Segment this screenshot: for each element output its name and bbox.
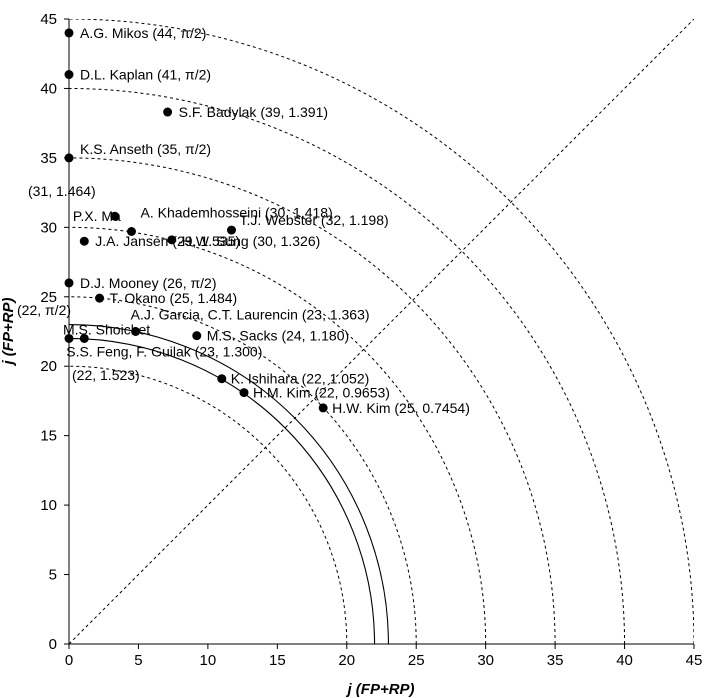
x-tick-label: 15 bbox=[269, 652, 286, 669]
data-point bbox=[163, 107, 173, 117]
data-point bbox=[64, 278, 74, 288]
data-point bbox=[110, 211, 120, 221]
data-point bbox=[95, 293, 105, 303]
y-tick-label: 15 bbox=[40, 428, 57, 445]
x-tick-label: 5 bbox=[134, 652, 142, 669]
x-tick-label: 35 bbox=[547, 652, 564, 669]
y-tick-label: 20 bbox=[40, 358, 57, 375]
y-tick-label: 25 bbox=[40, 289, 57, 306]
y-tick-label: 45 bbox=[40, 11, 57, 28]
x-tick-label: 30 bbox=[477, 652, 494, 669]
dashed-circle-35 bbox=[69, 157, 556, 644]
axis-ticks: 0 5 10 15 20 25 30 35 40 45 0 5 10 15 20 25 30 35 40 45 bbox=[40, 11, 702, 669]
dashed-circle-25 bbox=[69, 296, 417, 644]
solid-circle-22 bbox=[69, 337, 376, 644]
point-label: T.J. Webster (32, 1.198) bbox=[240, 212, 389, 228]
point-label: D.L. Kaplan (41, π/2) bbox=[80, 67, 211, 83]
data-point bbox=[127, 227, 136, 236]
data-point bbox=[64, 153, 74, 163]
data-point bbox=[131, 327, 141, 336]
x-tick-label: 40 bbox=[616, 652, 633, 669]
y-tick-label: 30 bbox=[40, 219, 57, 236]
x-axis-title: j (FP+RP) bbox=[345, 681, 414, 698]
point-label: S.S. Feng, F. Guilak (23, 1.300) bbox=[66, 343, 262, 359]
point-label: A.G. Mikos (44, π/2) bbox=[80, 25, 206, 41]
data-point bbox=[167, 235, 177, 245]
data-point bbox=[239, 388, 249, 398]
y-tick-label: 0 bbox=[49, 636, 57, 653]
extra-label: (22, 1.523) bbox=[72, 367, 140, 383]
x-tick-label: 0 bbox=[65, 652, 73, 669]
y-tick-label: 10 bbox=[40, 497, 57, 514]
data-point bbox=[227, 225, 236, 235]
plot-frame bbox=[68, 19, 694, 645]
data-point bbox=[217, 374, 227, 384]
y-tick-label: 5 bbox=[49, 567, 57, 584]
y-tick-label: 35 bbox=[40, 150, 57, 167]
diagonal-line-group bbox=[69, 19, 694, 644]
x-tick-label: 10 bbox=[200, 652, 217, 669]
extra-label: (31, 1.464) bbox=[28, 183, 96, 199]
x-tick-label: 25 bbox=[408, 652, 425, 669]
data-point bbox=[318, 403, 328, 413]
point-label: M.S. Sacks (24, 1.180) bbox=[207, 328, 349, 344]
data-point bbox=[64, 70, 74, 80]
point-label: K.S. Anseth (35, π/2) bbox=[80, 141, 211, 157]
data-point bbox=[79, 333, 89, 343]
dashed-circle-40 bbox=[69, 87, 626, 644]
point-label: H.W. Sung (30, 1.326) bbox=[182, 233, 321, 249]
point-label: A. Khademhosseini (30, 1.418) bbox=[141, 205, 333, 221]
dashed-circle-45 bbox=[69, 19, 694, 644]
data-point bbox=[79, 236, 89, 246]
point-label: K. Ishihara (22, 1.052) bbox=[231, 371, 370, 387]
point-label: S.F. Badylak (39, 1.391) bbox=[179, 104, 328, 120]
point-label: M.S. Shoichet bbox=[63, 321, 150, 337]
data-point bbox=[192, 331, 202, 341]
point-label: P.X. Ma bbox=[73, 208, 121, 224]
point-label: D.J. Mooney (26, π/2) bbox=[80, 275, 217, 291]
data-points bbox=[64, 28, 328, 413]
point-label: T. Okano (25, 1.484) bbox=[110, 290, 238, 306]
point-labels: A.G. Mikos (44, π/2) D.L. Kaplan (41, π/2… bbox=[17, 25, 470, 416]
point-label: H.M. Kim (22, 0.9653) bbox=[253, 385, 390, 401]
x-tick-label: 45 bbox=[686, 652, 703, 669]
diagonal-line bbox=[69, 19, 694, 644]
x-tick-label: 20 bbox=[338, 652, 355, 669]
dashed-circle-30 bbox=[69, 226, 487, 644]
y-tick-label: 40 bbox=[40, 80, 57, 97]
point-label: J.A. Jansen (29, 1.535) bbox=[95, 233, 240, 249]
point-label: A.J. Garcia, C.T. Laurencin (23, 1.363) bbox=[131, 307, 370, 323]
extra-label: (22, π/2) bbox=[17, 302, 71, 318]
data-point bbox=[64, 28, 74, 38]
point-label: H.W. Kim (25, 0.7454) bbox=[332, 400, 470, 416]
data-point bbox=[64, 333, 74, 343]
y-axis-title: j (FP+RP) bbox=[0, 297, 17, 366]
